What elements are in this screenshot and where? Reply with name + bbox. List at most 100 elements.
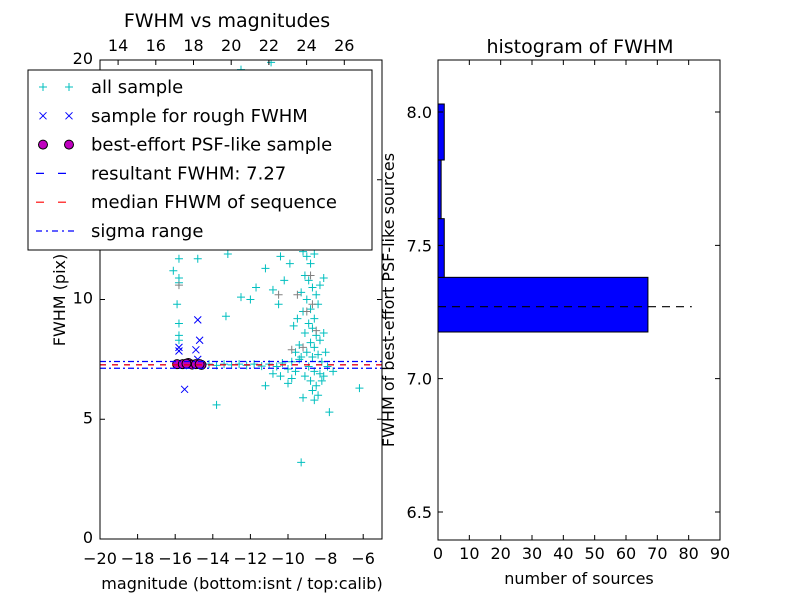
data-point (302, 252, 311, 261)
data-point (293, 290, 302, 299)
data-point (261, 381, 270, 390)
data-point (276, 252, 285, 261)
data-point (315, 281, 324, 290)
histogram-title: histogram of FWHM (486, 36, 673, 58)
data-point (308, 352, 317, 361)
data-point (175, 343, 183, 352)
x-tick-label: −20 (83, 549, 117, 568)
data-point (297, 352, 306, 361)
data-point (310, 396, 319, 405)
data-point (174, 319, 183, 328)
legend-marker-icon (65, 111, 73, 120)
data-point (174, 336, 183, 345)
data-point (173, 300, 182, 309)
y-tick-label: 20 (73, 49, 93, 68)
data-point (299, 393, 308, 402)
legend-box (27, 69, 373, 251)
data-point (314, 391, 323, 400)
data-point (212, 400, 221, 409)
x-tick-label: −10 (271, 549, 305, 568)
data-point (319, 273, 328, 282)
data-point (223, 249, 232, 258)
top-x-tick-label: 24 (296, 36, 316, 55)
data-point (312, 381, 321, 390)
data-point (169, 266, 178, 275)
data-point (221, 312, 230, 321)
x-tick-label: −18 (121, 549, 155, 568)
x-tick-label: 60 (616, 544, 636, 563)
legend-label: median FHWM of sequence (91, 192, 337, 213)
data-point (276, 372, 285, 381)
top-x-tick-label: 16 (146, 36, 166, 55)
y-tick-label: 6.5 (407, 503, 432, 522)
legend-label: sample for rough FWHM (91, 106, 308, 127)
legend-label: sigma range (91, 221, 203, 242)
data-point (291, 367, 300, 376)
legend-label: all sample (91, 77, 183, 98)
data-point (302, 348, 311, 357)
data-point (310, 343, 319, 352)
x-tick-label: 40 (553, 544, 573, 563)
data-point (180, 385, 189, 394)
data-point (246, 295, 255, 304)
x-tick-label: −14 (196, 549, 230, 568)
x-tick-label: 50 (584, 544, 604, 563)
x-tick-label: −6 (351, 549, 375, 568)
x-tick-label: 30 (522, 544, 542, 563)
data-point (252, 283, 261, 292)
data-point (321, 348, 330, 357)
data-point (284, 364, 292, 373)
y-tick-label: 5 (83, 408, 93, 427)
histogram-bar (437, 218, 445, 278)
data-point (192, 345, 200, 354)
legend: all sample sample for rough FWHM best-effo… (27, 69, 373, 251)
data-point (319, 372, 328, 381)
top-x-tick-label: 22 (259, 36, 279, 55)
x-tick-label: −8 (314, 549, 338, 568)
data-point (285, 259, 294, 268)
scatter-xlabel: magnitude (bottom:isnt / top:calib) (101, 574, 382, 593)
data-point (312, 326, 321, 335)
data-point (310, 249, 319, 258)
data-point (310, 314, 319, 323)
data-point (314, 350, 323, 359)
data-point (193, 316, 202, 324)
x-tick-label: 10 (459, 544, 479, 563)
x-tick-label: 90 (710, 544, 730, 563)
data-point (280, 276, 289, 285)
data-point (174, 281, 183, 290)
legend-marker-icon (65, 83, 73, 91)
y-tick-label: 7.0 (407, 370, 432, 389)
data-point (319, 329, 328, 338)
data-point (289, 321, 298, 330)
data-point (308, 386, 317, 395)
y-tick-label: 7.5 (407, 236, 432, 255)
top-x-tick-label: 20 (221, 36, 241, 55)
data-point (274, 290, 283, 299)
data-point (287, 345, 296, 354)
histogram-ylabel: FWHM of best-effort PSF-like sources (379, 153, 398, 447)
y-tick-label: 10 (73, 289, 93, 308)
data-point (315, 336, 324, 345)
data-point (284, 379, 292, 388)
data-point (300, 329, 309, 338)
data-point (304, 319, 313, 328)
data-point (274, 300, 283, 309)
histogram-xlabel: number of sources (504, 569, 654, 588)
scatter-title: FWHM vs magnitudes (124, 10, 330, 32)
data-point (261, 264, 270, 273)
data-point (302, 295, 311, 304)
data-point (299, 343, 308, 352)
data-point (306, 376, 315, 385)
data-point (174, 254, 183, 263)
x-tick-label: 0 (433, 544, 443, 563)
y-tick-label: 8.0 (407, 103, 432, 122)
data-point (174, 273, 183, 282)
data-point (181, 358, 192, 369)
data-point (304, 276, 313, 285)
data-point (302, 307, 311, 316)
data-point (195, 336, 204, 345)
legend-label: resultant FWHM: 7.27 (91, 163, 286, 184)
data-point (355, 384, 364, 393)
